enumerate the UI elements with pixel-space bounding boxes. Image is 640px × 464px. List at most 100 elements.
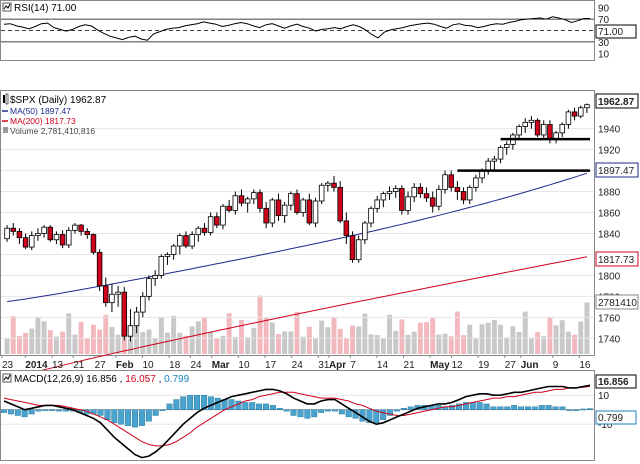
volume-bar <box>528 338 534 354</box>
macd-hist-bar <box>290 409 297 416</box>
macd-hist-bar <box>566 409 573 411</box>
macd-hist-bar <box>456 403 462 410</box>
candle-down <box>78 224 84 232</box>
volume-bar <box>164 332 170 354</box>
date-tick-label: 10 <box>143 360 155 371</box>
volume-bar <box>454 311 460 354</box>
candle-up <box>195 227 202 235</box>
macd-value-box-label: 16.856 <box>598 377 629 388</box>
candle-up <box>411 186 417 198</box>
volume-bar <box>374 335 380 354</box>
volume-bar <box>553 325 559 354</box>
macd-hist-bar <box>283 409 290 412</box>
volume-bar <box>387 314 392 354</box>
candle-down <box>306 199 313 224</box>
macd-hist-bar <box>297 409 304 418</box>
volume-bar <box>84 338 90 354</box>
candle-up <box>207 216 214 233</box>
macd-hist-bar <box>56 409 63 412</box>
candle-up <box>281 204 288 217</box>
volume-bar <box>140 332 146 354</box>
candle-up <box>392 188 399 192</box>
candle-up <box>386 191 393 195</box>
candles <box>4 103 590 342</box>
candle-down <box>103 285 109 304</box>
macd-value-box: 16.856 <box>595 374 637 389</box>
macd-hist-bar <box>552 406 559 410</box>
candle-down <box>331 182 337 188</box>
rsi-tick-label: 90 <box>598 4 610 15</box>
volume-bar <box>362 313 368 354</box>
macd-hist-bar <box>524 406 531 410</box>
date-tick-label: 23 <box>2 360 14 371</box>
candle-up <box>164 254 171 257</box>
date-tick-label: Feb <box>116 360 134 371</box>
candle-down <box>84 230 91 235</box>
macd-hist-bar <box>559 406 566 410</box>
volume-bar <box>473 338 479 354</box>
macd-hist-bar <box>531 406 538 410</box>
macd-hist-bar <box>132 409 138 428</box>
macd-hist-bar <box>400 408 407 410</box>
macd-hist-bar <box>497 406 504 410</box>
date-tick-label: 21 <box>404 360 416 371</box>
date-tick-label: 24 <box>292 360 304 371</box>
date-tick-label: 19 <box>478 360 490 371</box>
candle-down <box>263 207 269 224</box>
macd-hist-bar <box>276 408 283 410</box>
macd-hist-bar <box>373 409 380 423</box>
volume-bar <box>498 324 504 354</box>
volume-bar <box>350 325 355 354</box>
macd-value: 16.856 <box>86 374 117 385</box>
volume-bar <box>578 321 584 354</box>
volume-bar <box>226 313 232 354</box>
macd-hist-bar <box>28 409 35 415</box>
rsi-panel: RSI(14) 71.00 9070503010 71.00 <box>0 0 637 61</box>
candle-up <box>528 119 535 123</box>
macd-hist-bar <box>345 409 352 418</box>
volume-bar <box>47 330 53 354</box>
volume-value-label: 2781410 <box>598 298 637 309</box>
volume-bar <box>584 302 590 354</box>
macd-hist-bar <box>7 409 14 415</box>
macd-hist-bar <box>125 409 132 426</box>
price-tick-label: 1920 <box>598 146 621 157</box>
volume-bar <box>343 338 349 354</box>
price-panel: $SPX (Daily) 1962.87 MA(50) 1897.47 MA(2… <box>0 90 639 381</box>
volume-bar <box>547 317 553 354</box>
volume-bar <box>152 338 158 354</box>
macd-hist-bar <box>394 409 400 412</box>
macd-panel: MACD(12,26,9) 16.856 , 16.057 , 0.799 10… <box>0 370 637 461</box>
candle-up <box>362 222 368 241</box>
price-panel-frame <box>0 90 595 356</box>
candle-down <box>183 235 189 247</box>
last-price-box: 1962.87 <box>595 93 639 109</box>
rsi-label: RSI(14) 71.00 <box>14 3 77 14</box>
volume-bar <box>245 337 251 354</box>
price-tick-label: 1760 <box>598 313 621 324</box>
date-tick-label: 13 <box>52 360 64 371</box>
date-tick-label: 27 <box>505 360 517 371</box>
volume-bar <box>510 326 516 354</box>
candle-up <box>368 207 374 224</box>
volume-bar <box>442 333 448 354</box>
date-tick-label: Apr <box>329 360 346 371</box>
macd-hist-bar <box>469 402 476 410</box>
candle-up <box>578 107 584 117</box>
candle-up <box>312 200 319 224</box>
macd-hist-bar <box>235 400 242 410</box>
ma50-value-label: 1897.47 <box>598 166 635 177</box>
macd-hist-bar <box>249 402 256 410</box>
date-tick-label: 17 <box>265 360 277 371</box>
candle-down <box>121 291 128 337</box>
macd-hist-bar <box>338 409 345 415</box>
ma200-label: MA(200) 1817.73 <box>10 116 76 126</box>
macd-hist-bar <box>462 402 469 410</box>
candle-down <box>96 251 103 287</box>
candle-up <box>127 325 134 337</box>
candle-up <box>374 199 380 209</box>
candle-up <box>300 199 306 213</box>
candle-down <box>47 226 54 241</box>
volume-bar <box>208 331 214 354</box>
macd-hist-bar <box>14 409 21 416</box>
